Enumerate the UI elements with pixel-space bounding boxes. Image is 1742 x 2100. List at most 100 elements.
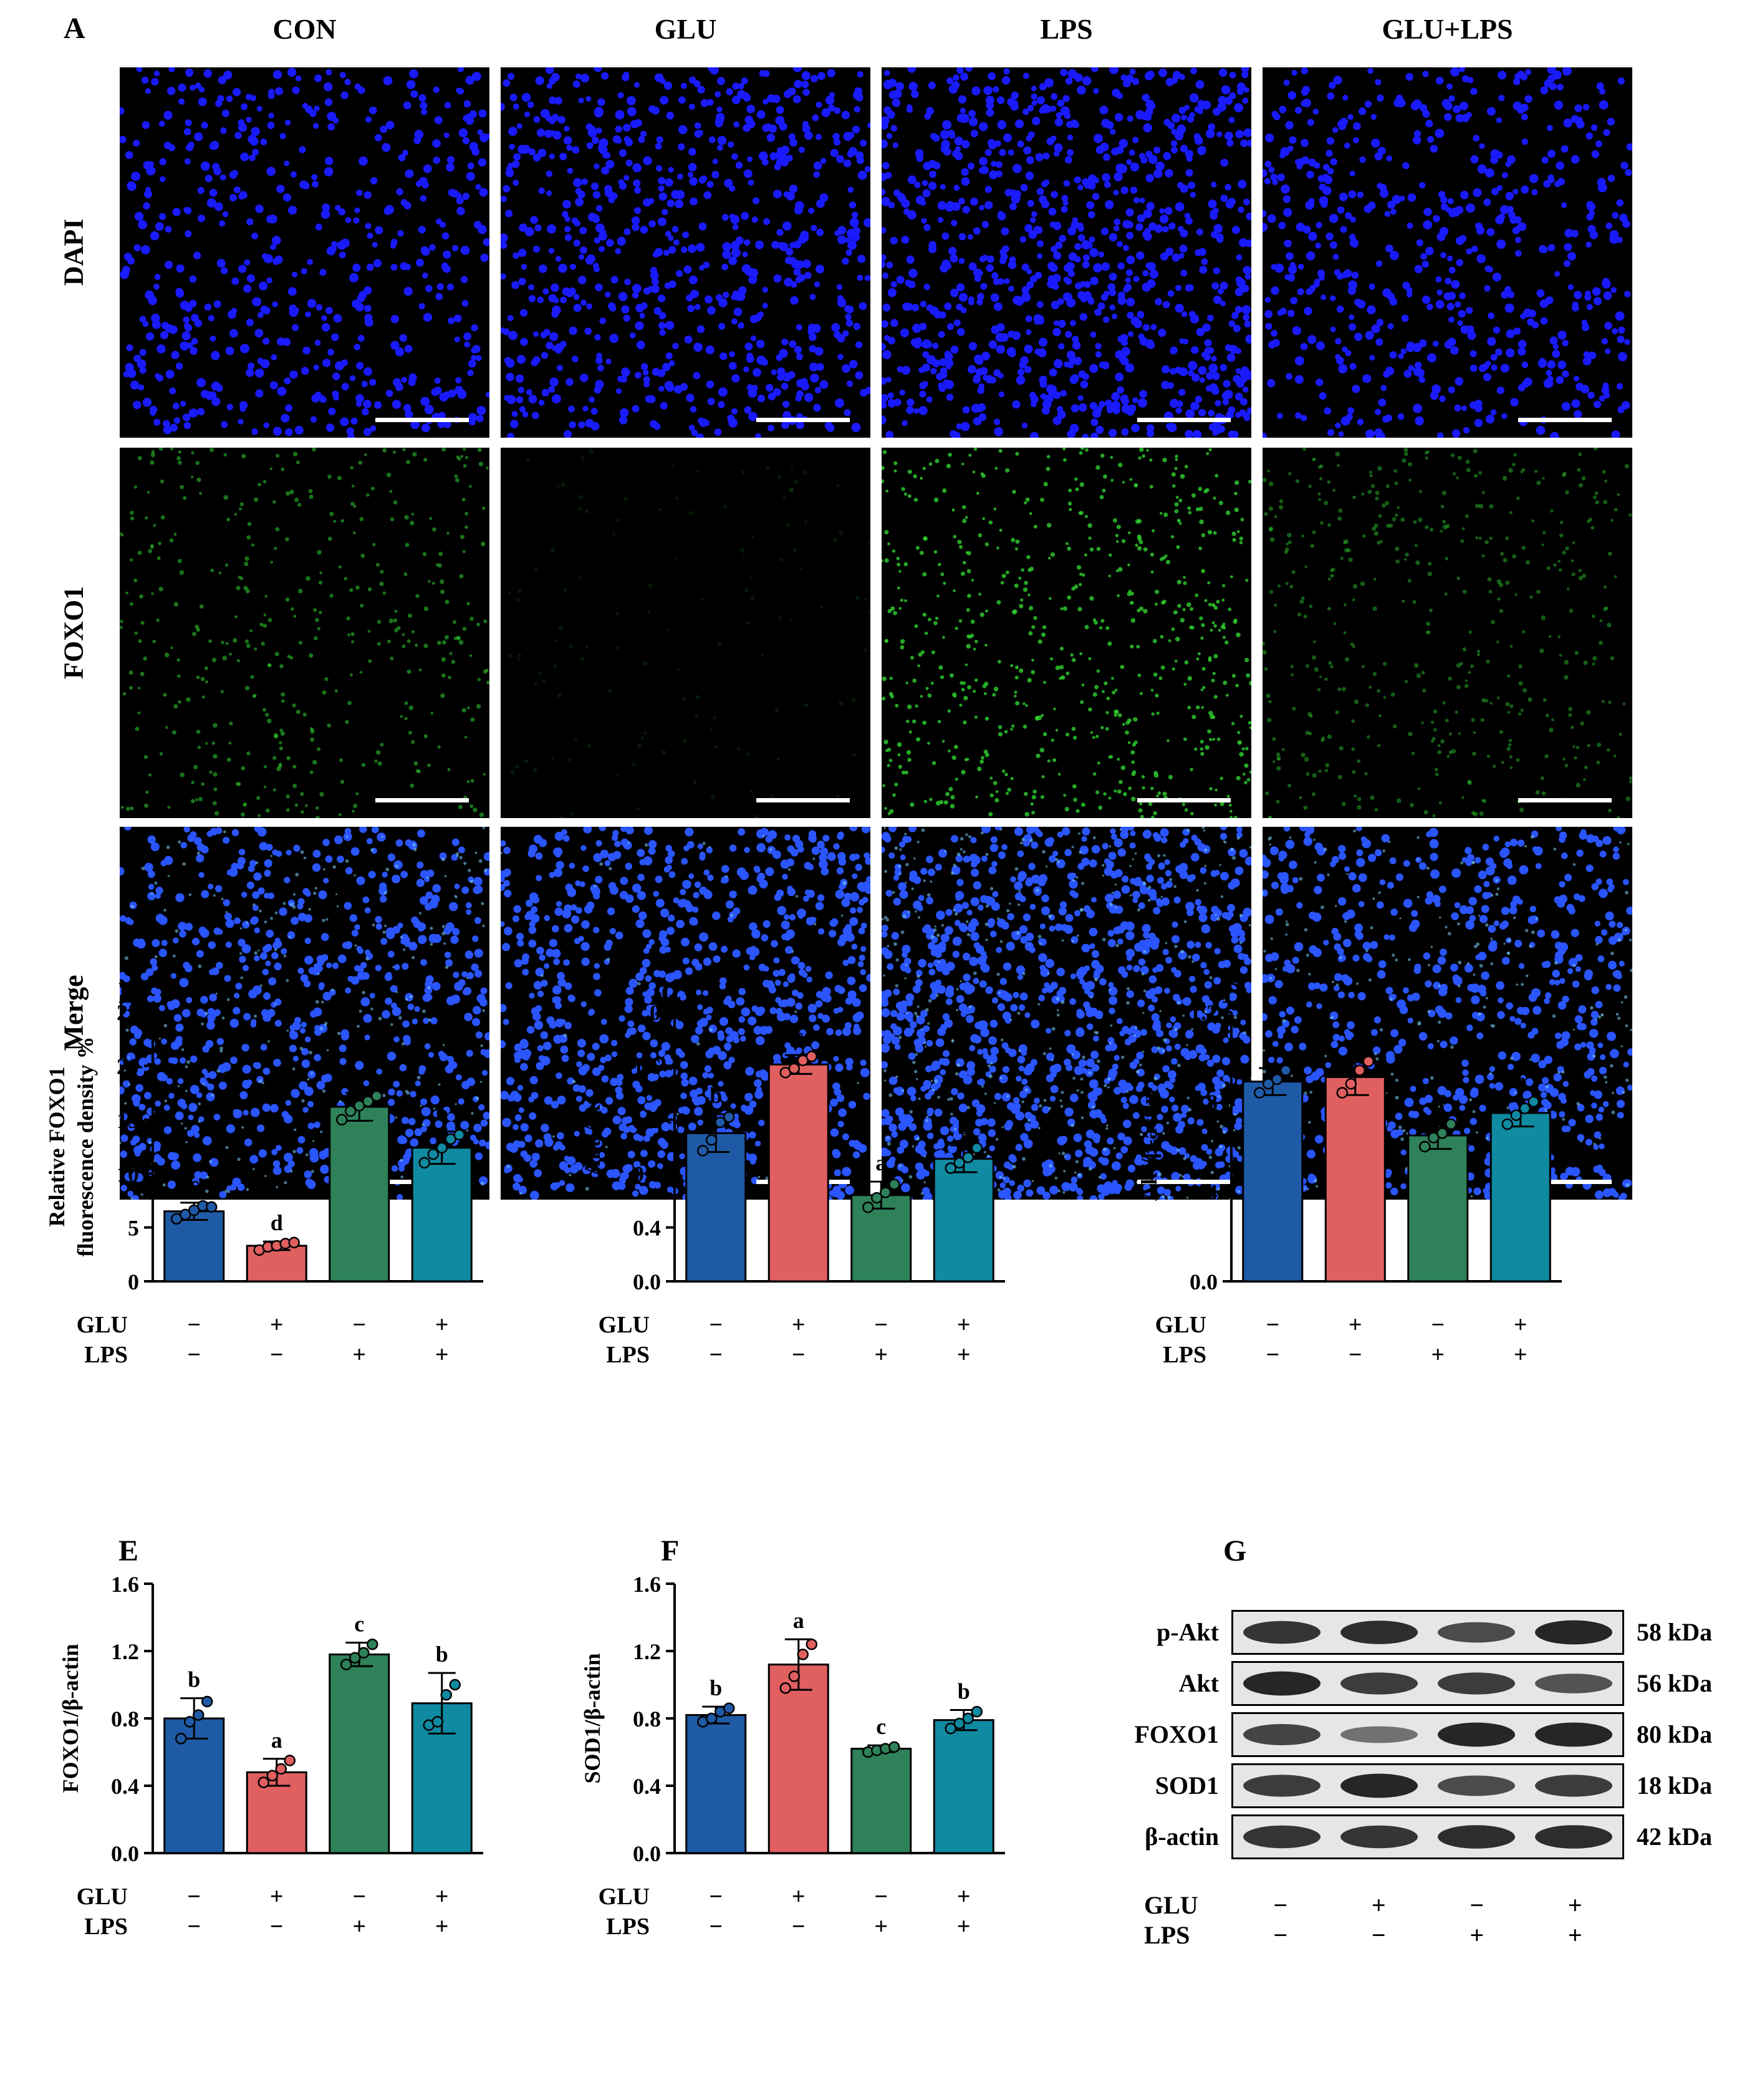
bar-glu-plus-lps [411, 1147, 473, 1283]
lps-sign: − [270, 1342, 284, 1368]
significance-letter: b [1432, 1091, 1444, 1115]
glu-row-label: GLU [599, 1312, 650, 1338]
blot-label-p-akt: p-Akt [1156, 1618, 1219, 1646]
blot-band [1438, 1672, 1515, 1695]
blot-label-β-actin: β-actin [1145, 1823, 1219, 1851]
blot-band [1438, 1825, 1515, 1849]
y-axis-label: SOD1/β-actin [580, 1654, 605, 1784]
bar-glu-plus-lps [1489, 1112, 1551, 1283]
lps-sign: + [1431, 1342, 1445, 1368]
blot-band [1243, 1825, 1321, 1849]
significance-letter: a [875, 1150, 887, 1175]
panel-b-letter: B [118, 976, 139, 1009]
lps-sign: + [957, 1342, 971, 1368]
lps-sign: − [792, 1342, 806, 1368]
blot-band [1535, 1620, 1612, 1645]
lps-sign: − [709, 1342, 723, 1368]
blot-label-sod1: SOD1 [1155, 1771, 1219, 1799]
blot-band [1438, 1775, 1515, 1796]
blot-glu-sign: − [1273, 1891, 1288, 1919]
scale-bar [1518, 798, 1612, 802]
data-point [945, 1162, 956, 1174]
scale-bar [375, 418, 469, 422]
data-point [1436, 1127, 1448, 1139]
data-point [371, 1090, 383, 1102]
blot-lps-sign: + [1567, 1921, 1582, 1949]
data-point [1263, 1077, 1274, 1090]
data-point [275, 1763, 287, 1775]
data-point [806, 1638, 817, 1650]
data-point [697, 1145, 709, 1157]
significance-letter: b [710, 1675, 722, 1700]
blot-band [1535, 1722, 1612, 1747]
glu-sign: + [957, 1884, 971, 1910]
significance-letter: a [1267, 1037, 1278, 1062]
y-tick-label: 0.0 [633, 1269, 661, 1294]
significance-letter: b [188, 1667, 200, 1692]
y-tick-label: 0.8 [633, 1707, 661, 1732]
y-tick-label: 0.4 [1190, 1180, 1218, 1205]
blot-label-akt: Akt [1178, 1669, 1219, 1697]
bar-lps [1407, 1134, 1469, 1283]
y-axis-label: Akt/β-actin [1137, 1092, 1162, 1202]
chart-c: 0.0 0.4 0.8 1.2 1.6 2.0 p-Akt/Akt b − − c + − a − + b + + G… [550, 975, 1086, 1374]
data-point [362, 1096, 374, 1107]
bar-lps [329, 1653, 390, 1854]
data-point [340, 1659, 352, 1670]
y-tick-label: 5 [128, 1216, 139, 1241]
glu-sign: + [270, 1312, 284, 1338]
data-point [266, 1770, 278, 1782]
bar-con [1242, 1081, 1304, 1283]
significance-letter: b [958, 1679, 970, 1704]
glu-sign: − [352, 1312, 366, 1338]
significance-letter: a [793, 1608, 804, 1633]
significance-letter: b [436, 1642, 448, 1667]
lps-sign: + [435, 1914, 449, 1940]
scale-bar [375, 798, 469, 802]
column-header-lps: LPS [1040, 13, 1093, 45]
bar-glu [768, 1063, 829, 1283]
y-tick-label: 0.0 [111, 1841, 139, 1866]
data-point [453, 1129, 465, 1141]
data-point [1354, 1064, 1365, 1076]
data-point [206, 1201, 218, 1213]
lps-sign: − [1349, 1342, 1362, 1368]
data-point [715, 1116, 726, 1129]
data-point [1428, 1132, 1440, 1144]
data-point [184, 1716, 196, 1728]
y-axis-label: FOXO1/β-actin [58, 1644, 83, 1793]
blot-strip-β-actin [1231, 1814, 1624, 1859]
data-point [1271, 1073, 1283, 1086]
data-point [440, 1688, 452, 1701]
significance-letter: d [271, 1210, 283, 1235]
row-label-foxo1: FOXO1 [58, 585, 89, 680]
blot-glu-sign: − [1470, 1891, 1485, 1919]
y-tick-label: 0.0 [633, 1841, 661, 1866]
significance-letter: a [1350, 1028, 1361, 1053]
blot-band [1340, 1825, 1418, 1849]
blot-strip-p-akt [1231, 1610, 1624, 1655]
data-point [358, 1647, 370, 1659]
glu-row-label: GLU [599, 1884, 650, 1910]
data-point [880, 1187, 892, 1198]
chart-e: 0.0 0.4 0.8 1.2 1.6 FOXO1/β-actin b − − a + − c − + b + +… [28, 1546, 564, 1945]
blot-band [1243, 1775, 1321, 1797]
lps-row-label: LPS [606, 1342, 650, 1368]
lps-sign: + [874, 1914, 888, 1940]
blot-strip-akt [1231, 1661, 1624, 1706]
lps-sign: + [874, 1342, 888, 1368]
lps-sign: + [352, 1342, 366, 1368]
significance-letter: a [271, 1728, 282, 1753]
y-tick-label: 20 [117, 1054, 139, 1079]
blot-band [1535, 1825, 1612, 1849]
blot-band [1340, 1672, 1418, 1695]
data-point [1510, 1109, 1522, 1121]
blot-strip-sod1 [1231, 1763, 1624, 1808]
scale-bar [1137, 418, 1231, 422]
chart-f: 0.0 0.4 0.8 1.2 1.6 SOD1/β-actin b − − a + − c − + b + + G… [550, 1546, 1086, 1945]
lps-row-label: LPS [1163, 1342, 1206, 1368]
data-point [962, 1152, 974, 1163]
blot-band [1243, 1671, 1321, 1696]
blot-band [1438, 1622, 1515, 1643]
data-point [945, 1722, 956, 1735]
